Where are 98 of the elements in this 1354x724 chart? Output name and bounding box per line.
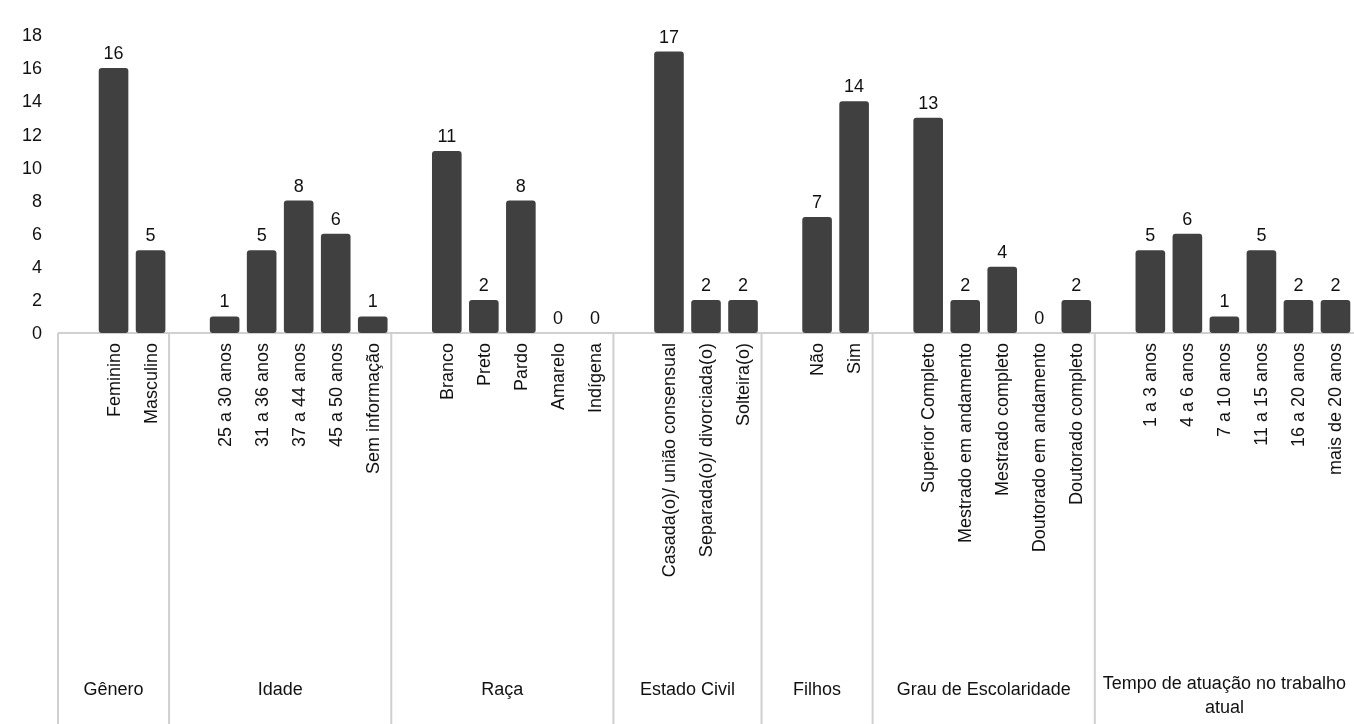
bar [802,217,832,333]
x-tick-label: Mestrado em andamento [955,343,976,544]
data-label: 2 [1330,274,1341,295]
x-tick-label: 1 a 3 anos [1140,343,1161,428]
x-tick-label: 25 a 30 anos [214,343,235,448]
text: Filhos [793,679,842,699]
bar [98,68,129,333]
y-tick-label: 4 [31,257,42,278]
x-tick-label: Solteira(o) [733,343,754,427]
text: Grau de Escolaridade [896,679,1071,699]
bar [1172,233,1203,333]
data-label: 6 [1182,208,1193,229]
bar [1320,299,1351,333]
x-tick-label: Branco [436,343,457,401]
x-tick-label: Sim [844,343,865,374]
data-label: 14 [844,76,865,97]
data-label: 0 [1034,308,1045,328]
bar [987,266,1018,333]
x-tick-label: Doutorado completo [1066,343,1087,506]
x-tick-label: Pardo [510,343,531,392]
data-label: 5 [1145,225,1156,246]
y-tick-label: 16 [21,58,42,79]
text: Idade [257,679,303,699]
bar [1209,316,1240,333]
x-tick-label: Feminino [103,343,124,418]
x-tick-label: Separada(o)/ divorciada(o) [696,343,716,558]
bar [246,250,277,333]
x-tick-label: 16 a 20 anos [1288,343,1309,448]
bar [950,299,981,333]
data-label: 2 [738,274,749,295]
text: Estado Civil [639,679,736,699]
bar [1061,299,1092,333]
data-label: 7 [812,192,823,213]
data-label: 11 [437,125,457,146]
bar [1246,250,1277,333]
x-tick-label: Preto [473,343,494,387]
bar [357,316,388,333]
y-tick-label: 0 [31,323,42,344]
bar [469,299,499,333]
data-label: 1 [367,291,378,312]
data-label: 2 [1071,274,1082,295]
bar [209,316,240,333]
x-tick-label: Não [807,343,828,377]
x-tick-label: Sem informação [362,343,383,475]
data-label: 16 [103,43,124,64]
x-tick-label: Superior Completo [918,343,939,494]
data-label: 5 [145,225,156,246]
x-tick-label: 37 a 44 anos [288,343,309,448]
x-tick-label: 31 a 36 anos [251,343,272,448]
bar [691,299,721,333]
text: Tempo de atuação no trabalho atual [1102,673,1346,717]
data-label: 17 [658,26,679,47]
x-tick-label: 4 a 6 anos [1177,343,1198,428]
data-label: 1 [219,291,230,312]
x-tick-label: 11 a 15 anos [1251,343,1272,446]
data-label: 8 [515,175,526,196]
x-tick-label: Mestrado completo [992,343,1013,497]
x-tick-label: Masculino [140,343,161,425]
data-label: 5 [1256,225,1267,246]
y-tick-label: 18 [21,25,42,46]
bar [431,150,462,333]
data-label: 0 [552,308,563,328]
bar [1135,250,1166,333]
x-tick-label: Doutorado em andamento [1029,343,1050,553]
x-tick-label: Amarelo [547,343,568,411]
bar [654,51,684,333]
x-tick-label: Indígena [584,342,605,414]
bar [506,200,536,333]
bar [135,250,166,333]
data-label: 2 [478,274,489,295]
text: Gênero [83,679,144,699]
y-tick-label: 6 [31,223,42,244]
data-label: 2 [960,274,971,295]
text: Raça [481,679,525,699]
data-label: 5 [256,225,267,246]
bar [283,200,314,333]
y-tick-label: 12 [21,124,42,145]
data-label: 1 [1219,291,1230,312]
data-label: 13 [918,92,939,113]
x-tick-label: mais de 20 anos [1325,343,1346,476]
y-tick-label: 14 [21,91,42,112]
data-label: 4 [997,241,1008,262]
data-label: 2 [700,274,712,295]
x-tick-label: 45 a 50 anos [325,343,346,448]
bar [728,299,758,333]
bar [913,117,943,333]
y-tick-label: 8 [31,190,42,211]
y-tick-label: 10 [21,157,42,178]
y-tick-label: 2 [31,290,42,311]
data-label: 8 [293,175,304,196]
bar [1283,299,1314,333]
data-label: 2 [1293,274,1304,295]
bar [320,233,351,333]
data-label: 6 [330,208,341,229]
bar [839,101,869,333]
data-label: 0 [589,308,600,328]
x-tick-label: Casada(o)/ união consensual [658,343,679,578]
x-tick-label: 7 a 10 anos [1214,343,1235,438]
